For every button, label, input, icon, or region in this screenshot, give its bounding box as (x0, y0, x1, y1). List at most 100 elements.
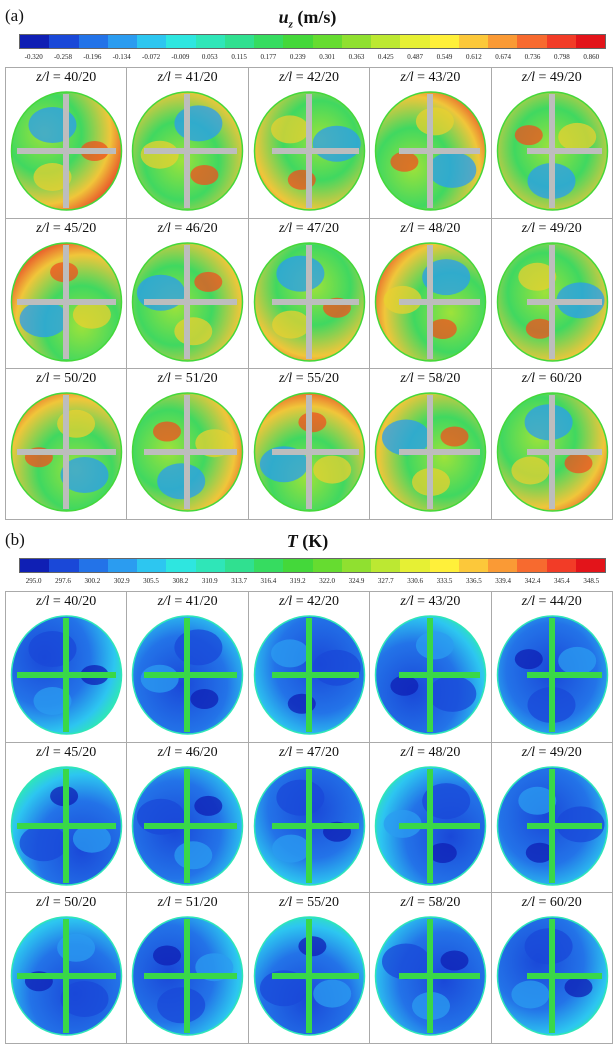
cell-label-value: = 46/20 (171, 745, 218, 760)
colorbar-tick-label: 316.4 (254, 577, 283, 588)
panel-a: (a) uz (m/s) -0.320 -0.258 -0.196 -0.134 -0.… (0, 0, 615, 522)
contour-cell: z/l = 40/20 (6, 68, 127, 219)
contour-cell: z/l = 58/20 (370, 893, 491, 1044)
contour-blob (312, 126, 360, 162)
contour-blob (153, 946, 181, 966)
contour-blob (564, 978, 592, 998)
panel-title: T (K) (0, 531, 615, 552)
cell-label: z/l = 51/20 (127, 895, 247, 911)
cell-label-prefix: z/l (400, 745, 413, 760)
cell-label-prefix: z/l (158, 70, 171, 85)
cell-label-value: = 47/20 (292, 745, 339, 760)
cell-label-value: = 50/20 (49, 371, 96, 386)
cell-label-value: = 58/20 (414, 895, 461, 910)
title-symbol: u (279, 7, 289, 27)
baffle-horizontal (399, 973, 480, 979)
contour-blob (558, 123, 596, 151)
colorbar-tick-label: 0.736 (518, 53, 547, 64)
colorbar-tick-label: 0.487 (400, 53, 429, 64)
contour-map (130, 391, 245, 513)
contour-cell: z/l = 49/20 (492, 743, 613, 894)
baffle-horizontal (272, 299, 359, 305)
cell-label: z/l = 60/20 (492, 895, 612, 911)
colorbar-swatch (283, 35, 312, 48)
colorbar-tick-label: 0.674 (489, 53, 518, 64)
cell-label-prefix: z/l (279, 221, 292, 236)
colorbar-swatch (459, 35, 488, 48)
cell-label: z/l = 55/20 (249, 895, 369, 911)
cell-label-value: = 45/20 (49, 745, 96, 760)
colorbar-swatch (79, 35, 108, 48)
colorbar-tick-label: -0.134 (107, 53, 136, 64)
baffle-horizontal (272, 823, 359, 829)
colorbar-tick-label: 319.2 (283, 577, 312, 588)
colorbar-swatch (459, 559, 488, 572)
contour-map (130, 614, 245, 736)
contour-map (252, 915, 367, 1037)
contour-blob (441, 427, 469, 447)
colorbar-tick-label: 0.860 (577, 53, 606, 64)
colorbar-swatch (196, 559, 225, 572)
contour-blob (514, 649, 542, 669)
contour-cell: z/l = 41/20 (127, 68, 248, 219)
colorbar-tick-label: 322.0 (312, 577, 341, 588)
cell-label-prefix: z/l (158, 745, 171, 760)
contour-map (9, 391, 124, 513)
colorbar-swatch (430, 35, 459, 48)
contour-blob (441, 951, 469, 971)
baffle-horizontal (272, 449, 359, 455)
contour-blob (524, 405, 572, 441)
contour-cell: z/l = 41/20 (127, 592, 248, 743)
contour-map (495, 915, 610, 1037)
cell-label-value: = 48/20 (414, 221, 461, 236)
baffle-vertical (184, 245, 190, 359)
contour-blob (313, 980, 351, 1008)
contour-map (495, 241, 610, 363)
contour-blob (191, 165, 219, 185)
contour-blob (276, 255, 324, 291)
colorbar-tick-label: -0.009 (166, 53, 195, 64)
contour-cell: z/l = 60/20 (492, 369, 613, 520)
colorbar-tick-label: 348.5 (577, 577, 606, 588)
contour-map (373, 241, 488, 363)
cell-label: z/l = 49/20 (492, 745, 612, 761)
contour-cell: z/l = 46/20 (127, 219, 248, 370)
colorbar-swatch (342, 559, 371, 572)
title-unit: (m/s) (297, 7, 336, 27)
cell-label-prefix: z/l (36, 594, 49, 609)
colorbar-tick-label: 339.4 (489, 577, 518, 588)
cell-label: z/l = 47/20 (249, 745, 369, 761)
contour-blob (20, 825, 68, 861)
colorbar-swatch (313, 559, 342, 572)
contour-blob (57, 410, 95, 438)
contour-cell: z/l = 42/20 (249, 68, 370, 219)
contour-map (130, 241, 245, 363)
contour-cell: z/l = 45/20 (6, 219, 127, 370)
colorbar-tick-label: 0.239 (283, 53, 312, 64)
contour-cell: z/l = 47/20 (249, 743, 370, 894)
cell-label-prefix: z/l (522, 745, 535, 760)
colorbar-tick-label: 0.053 (195, 53, 224, 64)
contour-cell: z/l = 50/20 (6, 893, 127, 1044)
baffle-horizontal (527, 299, 602, 305)
contour-cell: z/l = 47/20 (249, 219, 370, 370)
contour-blob (153, 422, 181, 442)
contour-cell: z/l = 60/20 (492, 893, 613, 1044)
cell-label-value: = 40/20 (49, 70, 96, 85)
contour-map (373, 614, 488, 736)
colorbar-tick-label: 0.301 (312, 53, 341, 64)
colorbar-tick-label: 324.9 (342, 577, 371, 588)
colorbar-tick-label: -0.258 (48, 53, 77, 64)
cell-label-prefix: z/l (36, 895, 49, 910)
cell-label-value: = 60/20 (535, 895, 582, 910)
colorbar-swatch (225, 35, 254, 48)
cell-label-prefix: z/l (400, 895, 413, 910)
baffle-horizontal (144, 449, 237, 455)
cell-label: z/l = 58/20 (370, 371, 490, 387)
contour-blob (57, 934, 95, 962)
colorbar-swatch (254, 559, 283, 572)
contour-map (9, 241, 124, 363)
colorbar (19, 34, 606, 49)
cell-label: z/l = 45/20 (6, 745, 126, 761)
cell-label-value: = 47/20 (292, 221, 339, 236)
